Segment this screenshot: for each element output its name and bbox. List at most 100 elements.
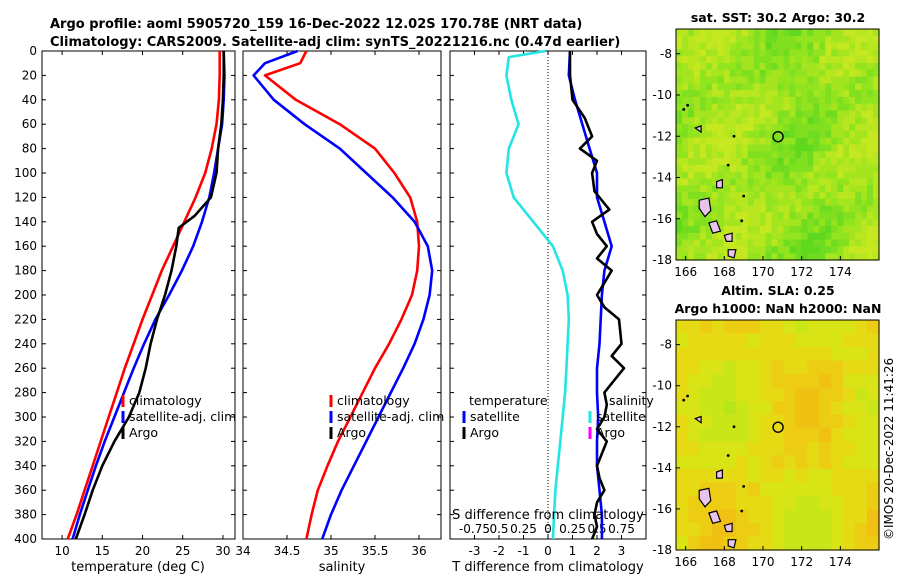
map-cell (831, 401, 844, 416)
map-cell (759, 164, 767, 173)
map-cell (813, 96, 820, 105)
map-cell (795, 144, 802, 152)
map-cell (676, 151, 683, 159)
map-cell (795, 253, 802, 261)
map-cell (723, 76, 731, 84)
map-cell (777, 171, 785, 180)
map-cell (807, 124, 814, 132)
map-cell (825, 171, 832, 180)
map-cell (795, 137, 802, 146)
map-cell (717, 164, 725, 173)
map-cell (813, 90, 820, 98)
timestamp-stamp: ©IMOS 20-Dec-2022 11:41:26 (882, 358, 896, 540)
map-cell (765, 171, 773, 180)
map-cell (777, 253, 785, 261)
map-cell (705, 212, 713, 220)
islet (732, 425, 736, 429)
map-cell (717, 151, 725, 159)
map-cell (873, 56, 880, 64)
map-cell (837, 69, 844, 78)
map-cell (783, 253, 791, 261)
map-cell (711, 124, 719, 132)
islet (740, 219, 744, 223)
map-cell (861, 42, 868, 50)
map-cell (825, 56, 832, 64)
map-cell (843, 35, 850, 44)
map-cell (687, 124, 695, 132)
map-cell (867, 347, 880, 362)
map-cell (807, 509, 820, 524)
map-cell (729, 29, 737, 37)
map-cell (783, 360, 797, 375)
map-cell (843, 90, 850, 98)
island (698, 487, 712, 508)
map-cell (813, 144, 820, 152)
map-cell (873, 151, 880, 159)
series-line-t-satellite (505, 49, 571, 540)
map-cell (777, 239, 785, 248)
map-cell (867, 144, 874, 152)
map-cell (783, 522, 797, 538)
map-cell (705, 110, 713, 118)
map-cell (723, 130, 731, 139)
map-cell (687, 110, 695, 118)
map-cell (693, 246, 701, 254)
map-cell (831, 42, 838, 50)
map-cell (795, 468, 808, 483)
map-x-tick-label: 166 (674, 265, 697, 279)
map-cell (699, 441, 713, 456)
map-cell (831, 320, 844, 335)
map-cell (837, 178, 844, 186)
map-cell (837, 219, 844, 227)
map-cell (723, 212, 731, 220)
map-cell (735, 347, 749, 362)
map-cell (789, 164, 797, 173)
map-cell (705, 76, 713, 84)
map-cell (705, 103, 713, 112)
map-cell (843, 495, 856, 511)
map-cell (867, 164, 874, 173)
top-x-tick-label: 0.25 (510, 522, 537, 536)
map-cell (825, 205, 832, 214)
map-cell (711, 212, 719, 220)
map-cell (843, 468, 856, 483)
map-cell (843, 401, 856, 416)
map-cell (849, 219, 856, 227)
map-cell (771, 83, 779, 91)
map-cell (849, 124, 856, 132)
map-cell (676, 509, 689, 524)
map-cell (687, 428, 701, 443)
map-cell (801, 198, 808, 207)
map-cell (729, 35, 737, 44)
map-cell (711, 205, 719, 214)
map-cell (777, 185, 785, 193)
map-cell (867, 219, 874, 227)
map-cell (705, 117, 713, 125)
map-cell (861, 117, 868, 125)
map-cell (693, 198, 701, 207)
map-cell (867, 192, 874, 200)
map-cell (801, 164, 808, 173)
top-x-tick-label: 0.75 (608, 522, 635, 536)
map-cell (705, 29, 713, 37)
map-cell (819, 42, 826, 50)
map-cell (771, 468, 785, 483)
island (727, 539, 737, 549)
map-x-tick-label: 166 (674, 555, 697, 569)
map-cell (759, 482, 773, 497)
map-cell (676, 185, 683, 193)
map-cell (699, 110, 707, 118)
temperature-legend: climatology satellite-adj. clim Argo (121, 393, 236, 440)
map-cell (819, 151, 826, 159)
map-cell (867, 110, 874, 118)
map-cell (711, 35, 719, 44)
map-cell (676, 219, 683, 227)
map-cell (825, 124, 832, 132)
map-cell (759, 185, 767, 193)
x-tick-label: 10 (54, 544, 69, 558)
map-cell (837, 49, 844, 57)
map-cell (723, 360, 737, 375)
map-cell (849, 83, 856, 91)
map-cell (681, 103, 689, 112)
map-cell (699, 158, 707, 166)
